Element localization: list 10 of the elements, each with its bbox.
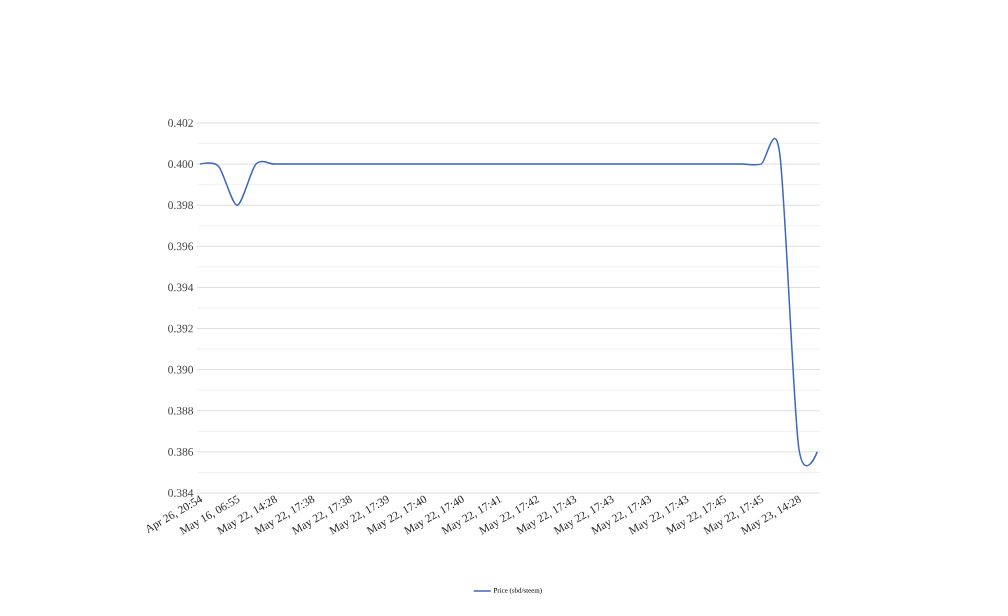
y-tick-label: 0.396	[168, 242, 194, 251]
y-tick-label: 0.386	[168, 448, 194, 456]
y-tick-label: 0.384	[168, 489, 194, 497]
y-tick-label: 0.394	[168, 283, 194, 292]
y-tick-label: 0.388	[168, 406, 194, 415]
y-tick-label: 0.392	[168, 324, 193, 333]
y-tick-label: 0.390	[168, 365, 194, 374]
y-tick-label: 0.398	[168, 201, 194, 210]
y-tick-label: 0.400	[168, 160, 194, 168]
y-tick-label: 0.402	[168, 119, 193, 127]
